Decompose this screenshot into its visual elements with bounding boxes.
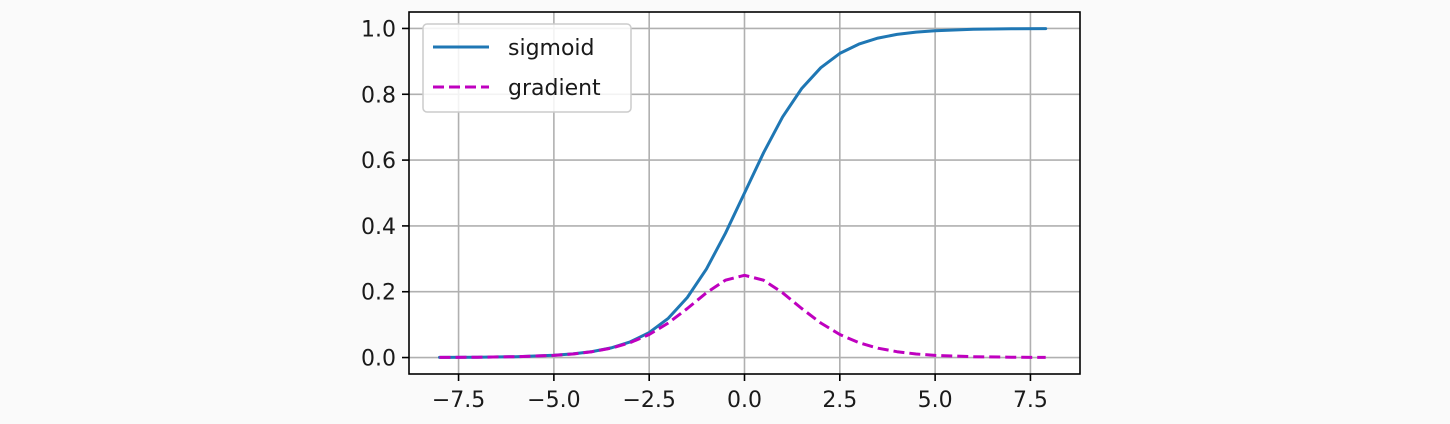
- x-tick-label: −2.5: [622, 388, 675, 413]
- x-tick-label: 5.0: [918, 388, 953, 413]
- x-tick-label: −7.5: [432, 388, 485, 413]
- x-tick-label: 2.5: [822, 388, 857, 413]
- x-tick-label: 7.5: [1013, 388, 1048, 413]
- y-tick-label: 0.8: [361, 83, 396, 108]
- legend: sigmoid gradient: [422, 23, 632, 113]
- y-tick-label: 0.4: [361, 215, 396, 240]
- series-line-gradient: [439, 273, 1046, 359]
- x-tick-label: −5.0: [527, 388, 580, 413]
- series-layer: [438, 27, 1048, 359]
- x-axis: −7.5 −5.0 −2.5 0.0 2.5 5.0 7.5: [432, 374, 1048, 413]
- series-line-sigmoid: [438, 27, 1048, 359]
- y-tick-label: 0.6: [361, 149, 396, 174]
- y-axis: 0.0 0.2 0.4 0.6 0.8 1.0: [361, 17, 409, 372]
- y-tick-label: 0.0: [361, 347, 396, 372]
- x-tick-label: 0.0: [727, 388, 762, 413]
- y-tick-label: 0.2: [361, 281, 396, 306]
- y-tick-label: 1.0: [361, 17, 396, 42]
- legend-label-gradient: gradient: [508, 76, 601, 101]
- legend-label-sigmoid: sigmoid: [508, 36, 595, 61]
